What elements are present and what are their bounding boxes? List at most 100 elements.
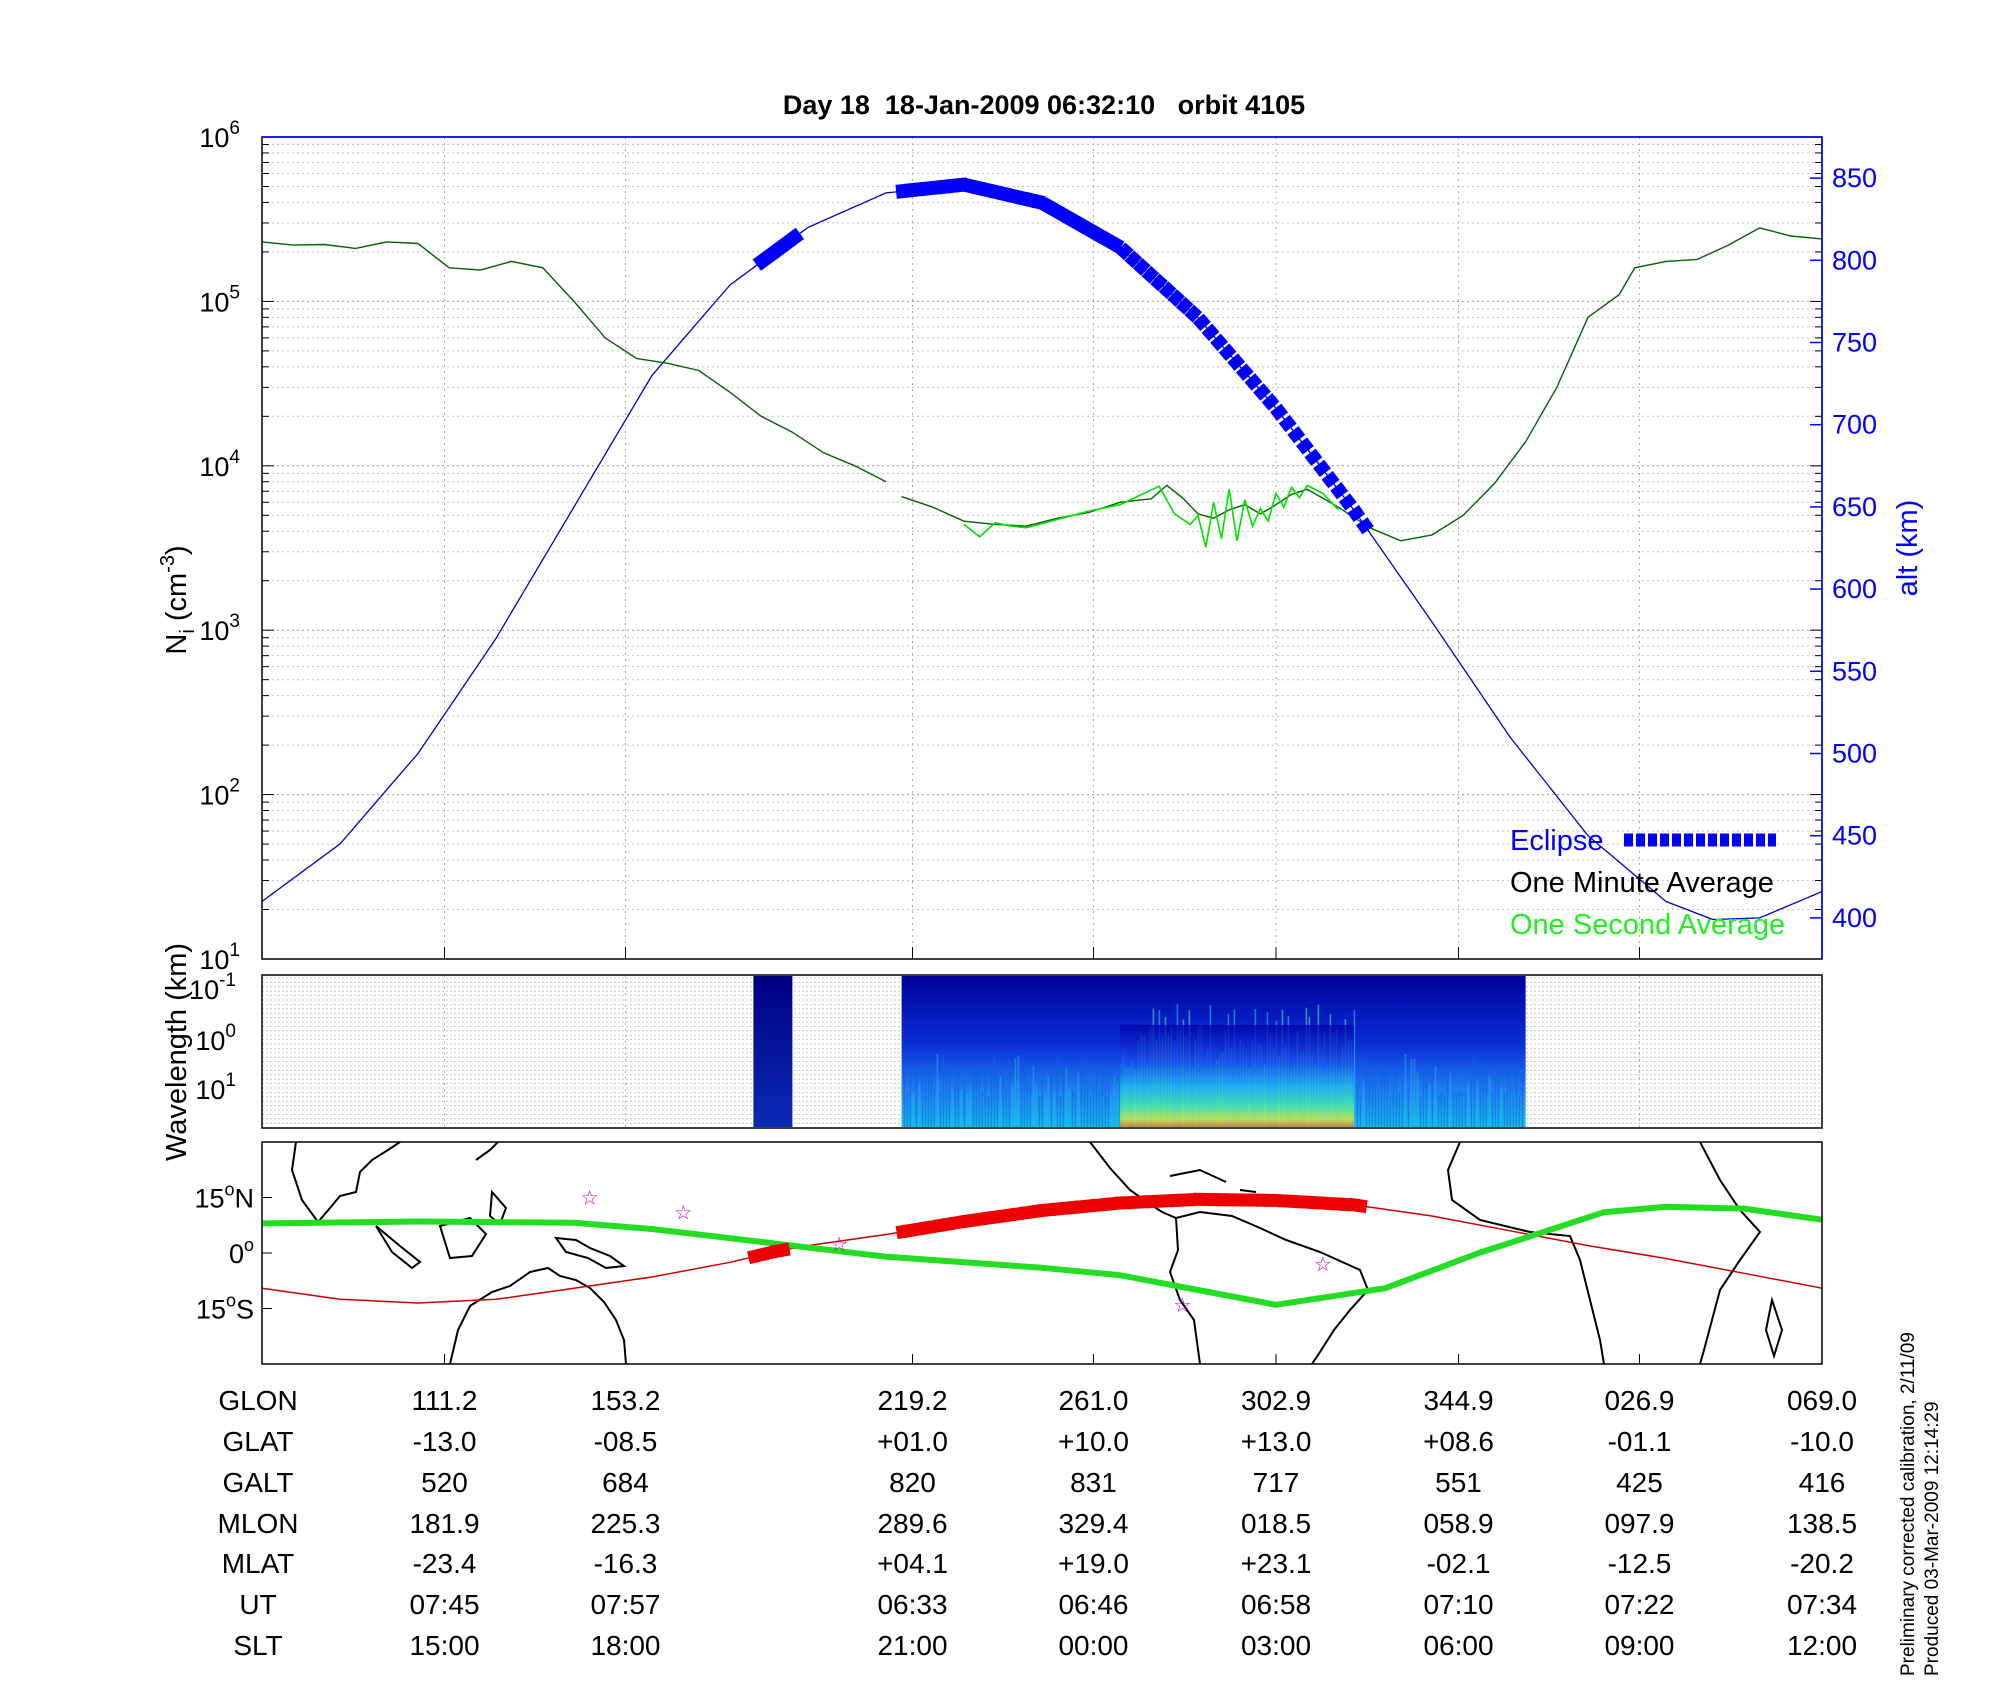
eclipse-marker (1218, 343, 1237, 361)
spectrogram-streak (993, 1054, 996, 1127)
spectrogram-tick-base: 10 (195, 1026, 225, 1056)
spectrogram-streak (936, 1054, 939, 1127)
y-label-sub: i (177, 629, 199, 633)
table-cell: 344.9 (1423, 1385, 1493, 1416)
spectrogram-streak (1494, 1078, 1497, 1127)
spectrogram-streak (1422, 1069, 1425, 1127)
spectrogram-peak (1120, 1025, 1354, 1127)
table-cell: +23.1 (1241, 1548, 1312, 1579)
table-cell: 00:00 (1058, 1630, 1128, 1661)
calibration-note: Preliminary corrected calibration, 2/11/… (1898, 1332, 1919, 1676)
spectrogram-streak (1095, 1061, 1098, 1127)
eclipse-marker (786, 227, 805, 246)
spectrogram-streak (996, 1077, 999, 1127)
spectrogram-streak (1104, 1078, 1107, 1127)
spectrogram-streak (1446, 1074, 1449, 1127)
spectrogram-streak (1029, 1087, 1032, 1127)
spectrogram-streak (1473, 1056, 1476, 1127)
spectrogram-streak (1371, 1076, 1374, 1127)
table-cell: 138.5 (1787, 1508, 1857, 1539)
eclipse-marker (1039, 197, 1056, 215)
table-cell: 302.9 (1241, 1385, 1311, 1416)
eclipse-marker (752, 253, 770, 271)
map-tracks: ☆ ☆ ☆ ☆ ☆ (261, 1186, 1823, 1317)
table-cell: 026.9 (1604, 1385, 1674, 1416)
right-tick-label: 450 (1832, 821, 1877, 851)
spectrogram-streak (906, 1091, 909, 1127)
eclipse-marker (1321, 470, 1340, 489)
table-cell: 018.5 (1241, 1508, 1311, 1539)
eclipse-marker (1287, 426, 1306, 444)
spectrogram-streak (972, 1075, 975, 1127)
minute-average-line (901, 227, 1823, 542)
eclipse-marker (1175, 296, 1194, 315)
spectrogram-streak (939, 1091, 942, 1127)
y-tick-base: 10 (199, 452, 229, 482)
eclipse-marker (1193, 313, 1211, 332)
ground-eclipse-marker (778, 1242, 791, 1258)
ground-eclipse-marker (1224, 1193, 1235, 1207)
table-row-label: GLAT (222, 1426, 293, 1457)
orbit-table: GLON GLAT GALT MLON MLAT UT SLT 111.2 -13.0 520 18… (218, 1385, 1857, 1661)
ground-eclipse-marker (1130, 1195, 1141, 1210)
spectrogram-streak (1038, 1096, 1041, 1127)
right-tick-label: 600 (1832, 574, 1877, 604)
spectrogram-streak (1452, 1093, 1455, 1127)
table-cell: +19.0 (1058, 1548, 1129, 1579)
spectrogram-streak (1071, 1089, 1074, 1127)
y-tick-exponent: 4 (229, 447, 240, 468)
spectrogram-streak (1389, 1097, 1392, 1127)
spectrogram-streak (1431, 1070, 1434, 1127)
table-cell: 416 (1799, 1467, 1846, 1498)
coastline-madagascar (1764, 1296, 1784, 1360)
eclipse-marker (1313, 459, 1331, 478)
table-cell: -13.0 (413, 1426, 477, 1457)
right-y-ticks: 400 450 500 550 600 650 700 750 800 850 (1810, 163, 1877, 933)
lat-tick-degree-sign: o (224, 1180, 234, 1200)
eclipse-marker (1304, 448, 1323, 466)
table-cell: 07:22 (1604, 1589, 1674, 1620)
spectrogram-streak (1476, 1080, 1479, 1127)
table-row-label: GALT (222, 1467, 293, 1498)
spectrogram-streak (1011, 1084, 1014, 1127)
spectrogram-streak (966, 1093, 969, 1127)
table-cell: 289.6 (877, 1508, 947, 1539)
lat-tick-degrees: 15 (196, 1295, 226, 1325)
eclipse-marker (1133, 258, 1151, 276)
y-tick-label: 105 (199, 282, 240, 317)
lat-tick-label: 15oN (194, 1180, 254, 1214)
y-tick-base: 10 (199, 123, 229, 153)
spectrogram-streak (1518, 1095, 1521, 1127)
right-axis-label: alt (km) (1892, 500, 1924, 597)
spectrogram-streak (927, 1066, 930, 1127)
table-cell: 06:58 (1241, 1589, 1311, 1620)
spectrogram-streak (912, 1093, 915, 1127)
chart-title: Day 18 18-Jan-2009 06:32:10 orbit 4105 (783, 90, 1305, 120)
spectrogram-streak (1485, 1069, 1488, 1127)
table-cell: +01.0 (877, 1426, 948, 1457)
lat-tick-label: 0o (229, 1235, 254, 1269)
y-tick-exponent: 1 (229, 940, 240, 961)
table-cell: 03:00 (1241, 1630, 1311, 1661)
eclipse-marker (769, 240, 787, 259)
spectrogram-streak (1491, 1092, 1494, 1127)
spectrogram-streak (1482, 1061, 1485, 1127)
lat-tick-degrees: 0 (229, 1239, 244, 1269)
spectrogram-streak (957, 1072, 960, 1127)
ground-eclipse-marker (1177, 1193, 1188, 1207)
table-cell: -08.5 (594, 1426, 658, 1457)
table-cell: 058.9 (1423, 1508, 1493, 1539)
spectrogram-streak (1374, 1075, 1377, 1127)
table-cell: 07:34 (1787, 1589, 1857, 1620)
star-marker: ☆ (581, 1186, 599, 1210)
table-cell: 09:00 (1604, 1630, 1674, 1661)
grid (262, 144, 1822, 960)
spectrogram-streak (1458, 1090, 1461, 1127)
table-row-label: SLT (233, 1630, 282, 1661)
coastline-australia (449, 1266, 627, 1365)
eclipse-marker (1227, 353, 1246, 371)
spectrogram-streak (1434, 1066, 1437, 1127)
y-tick-exponent: 5 (229, 282, 240, 303)
